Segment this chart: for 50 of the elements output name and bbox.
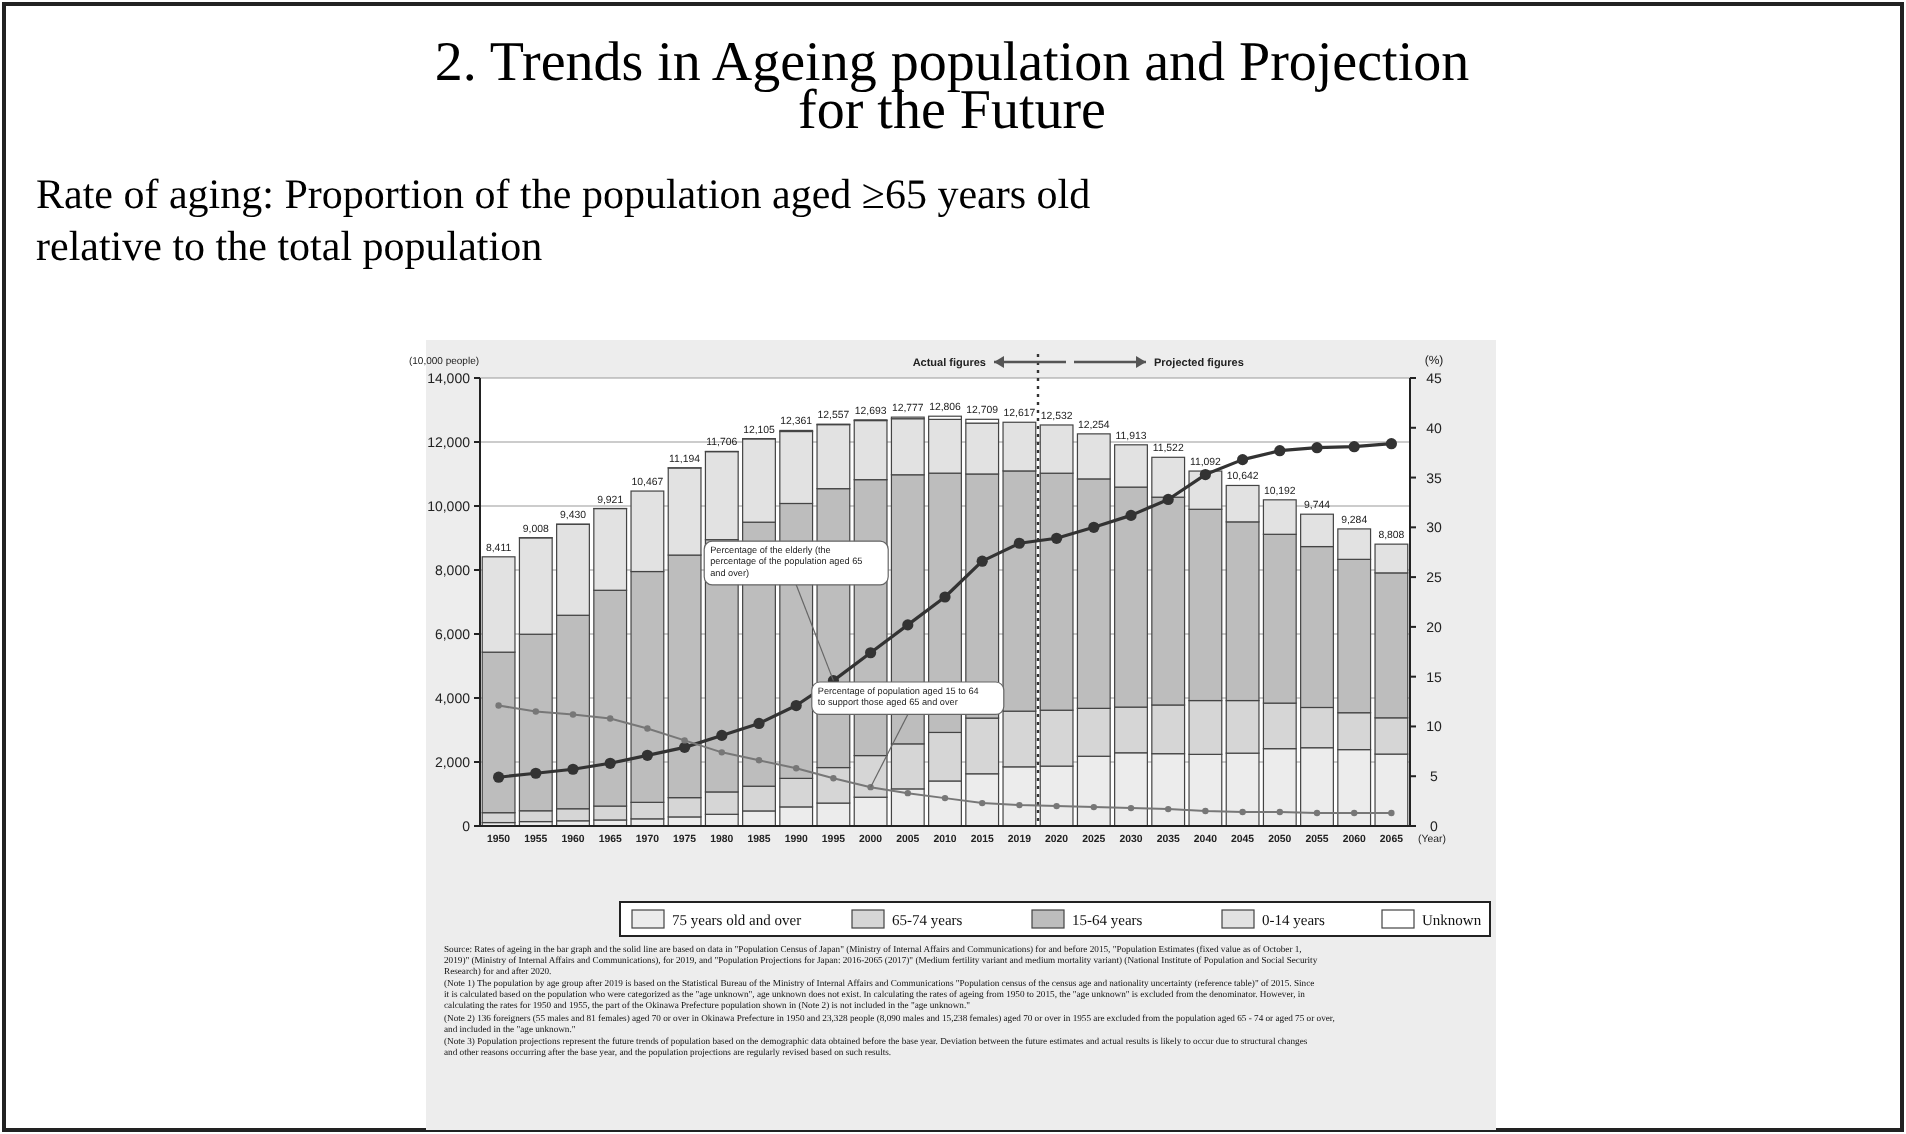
point	[718, 749, 725, 756]
point	[793, 765, 800, 772]
point	[790, 699, 802, 712]
point	[1274, 445, 1286, 457]
point	[1385, 438, 1397, 450]
point	[681, 737, 688, 744]
point	[902, 619, 914, 631]
point	[679, 741, 691, 753]
chart-subtitle: Rate of aging: Proportion of the population aged ≥65 years old relative to the total population	[36, 170, 1092, 270]
point	[1051, 532, 1063, 544]
point	[644, 725, 651, 732]
point	[1088, 521, 1100, 533]
point	[1313, 809, 1321, 817]
point	[1388, 809, 1395, 817]
point	[979, 799, 986, 807]
point	[976, 555, 988, 567]
point	[941, 794, 949, 802]
point	[1348, 441, 1360, 453]
point	[1165, 805, 1172, 813]
point	[939, 591, 951, 603]
point	[830, 775, 837, 782]
point	[567, 763, 579, 775]
point	[604, 757, 616, 769]
point	[1016, 801, 1023, 809]
point	[1237, 454, 1249, 466]
chart-title: 2. Trends in Ageing population and Projection for the Future	[434, 32, 1470, 142]
point	[493, 771, 505, 783]
point	[1351, 809, 1358, 817]
point	[1013, 537, 1025, 549]
point	[755, 757, 763, 764]
point	[495, 702, 502, 709]
point	[569, 711, 577, 718]
point	[1276, 808, 1283, 816]
point	[1125, 509, 1137, 521]
point	[607, 715, 614, 722]
point	[716, 729, 728, 741]
point	[865, 647, 877, 659]
point	[641, 749, 653, 761]
point	[1311, 442, 1323, 454]
point	[753, 717, 765, 730]
point	[1199, 468, 1211, 481]
point	[1162, 493, 1174, 506]
point	[904, 789, 911, 797]
point	[532, 708, 539, 715]
point	[1239, 808, 1246, 816]
point	[530, 767, 542, 779]
point	[1202, 807, 1209, 815]
point	[1053, 802, 1060, 810]
point	[1090, 803, 1097, 811]
point	[1127, 804, 1135, 812]
